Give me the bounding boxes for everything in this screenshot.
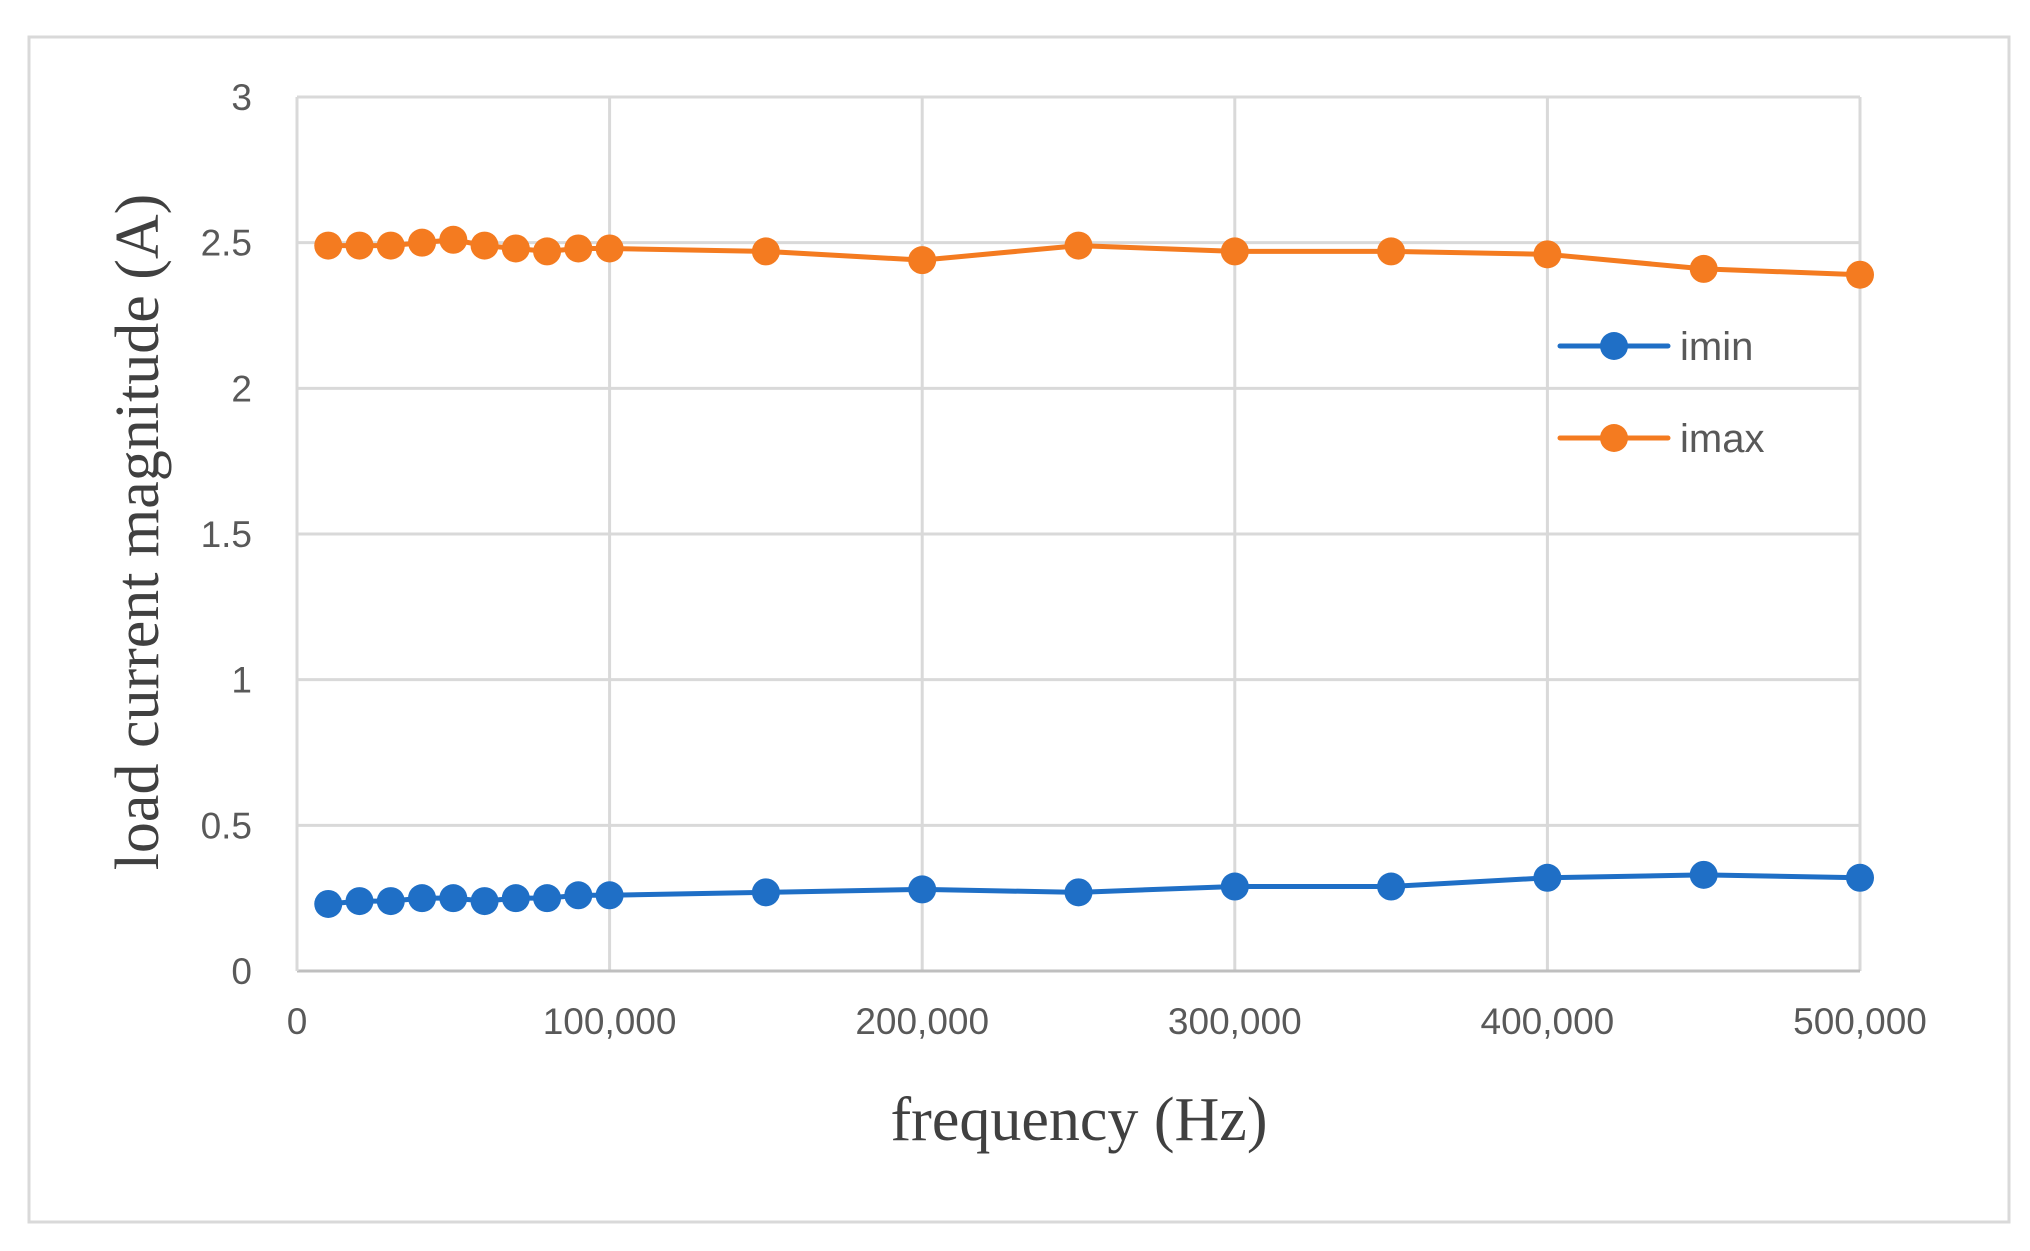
data-point-imax <box>470 231 499 260</box>
data-point-imax <box>501 234 530 263</box>
data-point-imin <box>751 878 780 907</box>
data-point-imin <box>1533 863 1562 892</box>
data-point-imax <box>408 228 437 257</box>
legend-entry-imax: imax <box>1557 417 1764 461</box>
data-point-imax <box>1533 240 1562 269</box>
y-tick-label: 1 <box>231 660 252 701</box>
legend-marker-imax <box>1600 424 1628 452</box>
legend: imin imax <box>1557 325 1764 461</box>
data-point-imin <box>314 889 343 918</box>
chart-border <box>27 35 2011 1224</box>
y-axis-title: load current magnitude (A) <box>104 194 172 871</box>
tick-labels: 0 0.5 1 1.5 2 2.5 3 0 100,000 200,000 300,000 400,0… <box>201 77 1927 1042</box>
data-point-imax <box>908 246 937 275</box>
data-point-imax <box>564 234 593 263</box>
data-point-imax <box>1689 254 1718 283</box>
data-point-imin <box>408 884 437 913</box>
axes <box>295 97 1860 973</box>
y-tick-label: 2 <box>231 368 252 409</box>
data-point-imin <box>1377 872 1406 901</box>
data-point-imin <box>1220 872 1249 901</box>
data-series <box>314 225 1874 918</box>
series-imax <box>314 225 1874 289</box>
data-point-imax <box>595 234 624 263</box>
x-tick-label: 200,000 <box>855 1001 989 1042</box>
data-point-imax <box>345 231 374 260</box>
data-point-imax <box>376 231 405 260</box>
data-point-imin <box>564 881 593 910</box>
legend-label-imax: imax <box>1680 417 1764 461</box>
data-point-imax <box>1064 231 1093 260</box>
y-tick-label: 1.5 <box>201 514 252 555</box>
x-tick-label: 400,000 <box>1481 1001 1615 1042</box>
legend-marker-imin <box>1600 332 1628 360</box>
data-point-imin <box>1064 878 1093 907</box>
data-point-imin <box>533 884 562 913</box>
data-point-imin <box>470 887 499 916</box>
x-tick-label: 500,000 <box>1793 1001 1927 1042</box>
y-tick-label: 3 <box>231 77 252 118</box>
data-point-imin <box>439 884 468 913</box>
y-tick-label: 0.5 <box>201 805 252 846</box>
data-point-imax <box>439 225 468 254</box>
data-point-imin <box>908 875 937 904</box>
legend-label-imin: imin <box>1680 325 1753 369</box>
data-point-imax <box>1377 237 1406 266</box>
data-point-imin <box>376 887 405 916</box>
data-point-imin <box>1689 860 1718 889</box>
data-point-imax <box>1220 237 1249 266</box>
y-tick-label: 0 <box>231 951 252 992</box>
data-point-imin <box>595 881 624 910</box>
legend-entry-imin: imin <box>1557 325 1753 369</box>
x-axis-title: frequency (Hz) <box>891 1086 1268 1154</box>
data-point-imin <box>501 884 530 913</box>
x-tick-label: 100,000 <box>543 1001 677 1042</box>
data-point-imax <box>751 237 780 266</box>
data-point-imax <box>314 231 343 260</box>
data-point-imin <box>345 887 374 916</box>
x-tick-label: 0 <box>287 1001 308 1042</box>
data-point-imax <box>1846 260 1874 289</box>
data-point-imax <box>533 237 562 266</box>
data-point-imin <box>1846 863 1874 892</box>
y-tick-label: 2.5 <box>201 223 252 264</box>
x-tick-label: 300,000 <box>1168 1001 1302 1042</box>
series-imin <box>314 860 1874 918</box>
